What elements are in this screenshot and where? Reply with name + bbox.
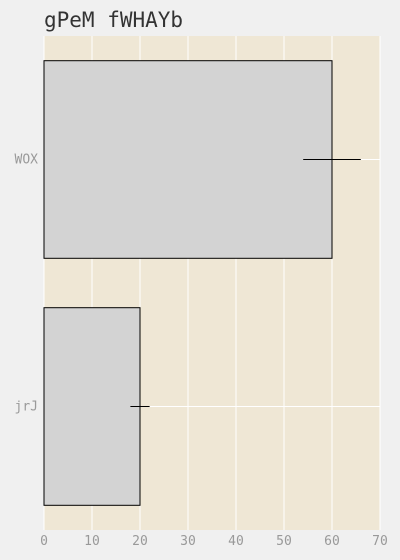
error-bar-jrJ	[130, 398, 150, 415]
x-tick-label: 60	[324, 534, 340, 549]
bar-WOX	[43, 60, 333, 259]
error-bars	[130, 151, 361, 415]
chart-title: gPeM fWHAYb	[44, 8, 183, 32]
x-tick-label: 10	[84, 534, 100, 549]
x-tick-label: 40	[228, 534, 244, 549]
y-axis-categories: WOX jrJ	[15, 153, 39, 415]
x-axis-ticks: 0 10 20 30 40 50 60 70	[40, 534, 388, 549]
bar-jrJ	[43, 307, 141, 506]
y-tick-label-WOX: WOX	[15, 153, 39, 168]
x-tick-label: 50	[276, 534, 292, 549]
x-tick-label: 30	[180, 534, 196, 549]
bars	[43, 60, 333, 506]
x-tick-label: 20	[132, 534, 148, 549]
error-bar-WOX	[303, 151, 361, 168]
x-tick-label: 70	[372, 534, 388, 549]
x-tick-label: 0	[40, 534, 48, 549]
y-tick-label-jrJ: jrJ	[15, 400, 38, 415]
